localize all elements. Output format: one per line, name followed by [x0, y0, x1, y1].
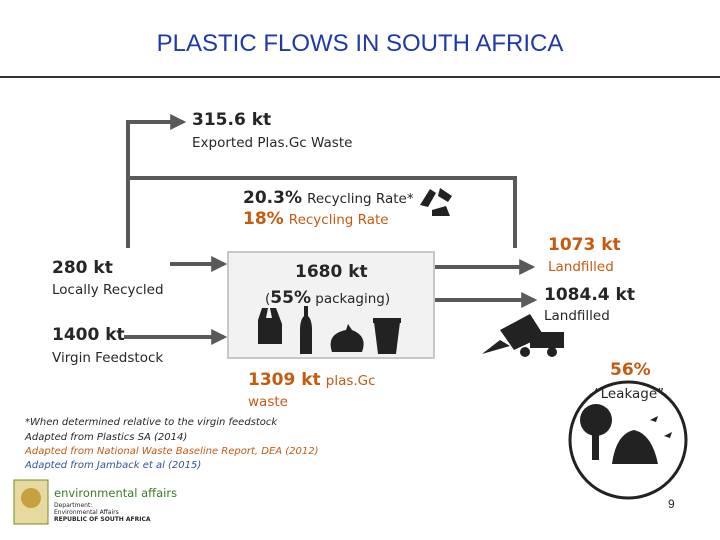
share: 56%: [610, 360, 651, 380]
amount: 315.6 kt: [192, 110, 272, 130]
label: packaging): [310, 291, 391, 307]
rate: 20.3%: [243, 188, 302, 208]
page-number: 9: [668, 497, 675, 511]
logo-emblem: [13, 479, 49, 525]
rate: 18%: [243, 209, 284, 229]
note: *When determined relative to the virgin …: [25, 417, 278, 428]
label: Landfilled: [544, 308, 610, 324]
logo-line: REPUBLIC OF SOUTH AFRICA: [54, 516, 151, 523]
product-icons: [258, 306, 401, 354]
recycle-icon: [420, 188, 452, 216]
label: Virgin Feedstock: [52, 350, 164, 366]
leakage-icon: [580, 404, 672, 464]
note: Adapted from Jamback et al (2015): [25, 460, 202, 471]
amount: 1309 kt: [248, 370, 321, 390]
label: “Leakage”: [594, 386, 665, 402]
note: Adapted from National Waste Baseline Rep…: [25, 446, 319, 457]
label: waste: [248, 394, 288, 410]
label: Recycling Rate*: [307, 191, 414, 207]
amount: 280 kt: [52, 258, 113, 278]
logo-name: environmental affairs: [54, 486, 178, 500]
logo-line: Environmental Affairs: [54, 509, 119, 516]
paren: (: [265, 291, 271, 307]
flow-arrows: [124, 114, 538, 345]
amount: 1084.4 kt: [544, 285, 635, 305]
note: Adapted from Plastics SA (2014): [25, 432, 188, 443]
label: plas.Gc: [325, 373, 376, 389]
label: Landfilled: [548, 259, 614, 275]
amount: 1400 kt: [52, 325, 125, 345]
logo-line: Department:: [54, 502, 93, 509]
label: Exported Plas.Gc Waste: [192, 135, 353, 151]
label: Locally Recycled: [52, 282, 164, 298]
share: 55%: [270, 288, 311, 308]
title: PLASTIC FLOWS IN SOUTH AFRICA: [156, 30, 564, 57]
amount: 1680 kt: [295, 262, 368, 282]
truck-icon: [482, 314, 564, 357]
amount: 1073 kt: [548, 235, 621, 255]
label: Recycling Rate: [288, 212, 389, 228]
